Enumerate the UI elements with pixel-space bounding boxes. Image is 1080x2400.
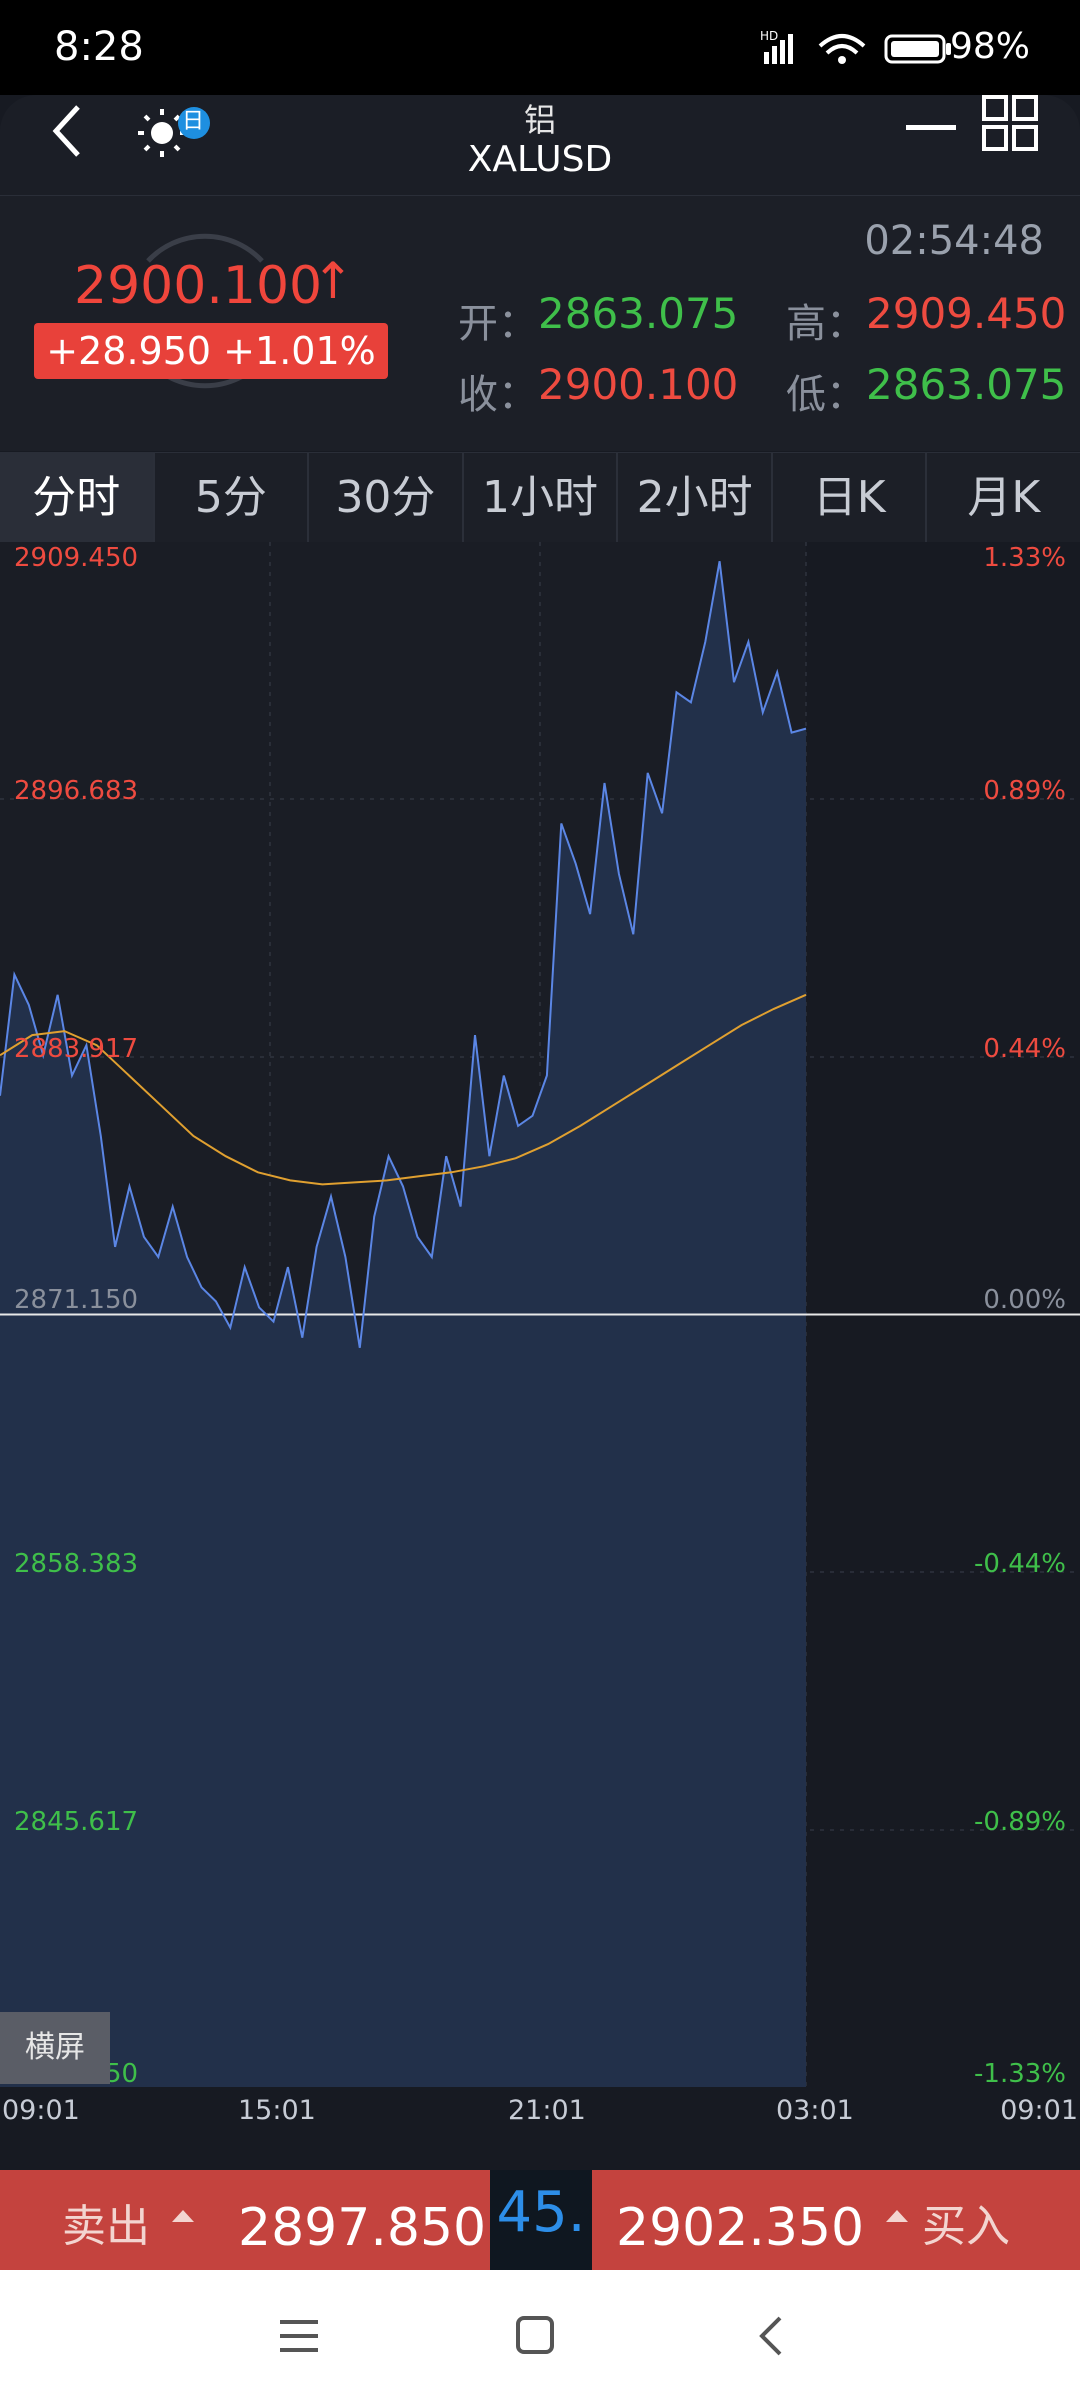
- landscape-button[interactable]: 横屏: [0, 2012, 110, 2084]
- sell-caret-icon: [172, 2210, 194, 2222]
- open-label: 开：: [458, 301, 538, 347]
- buy-label: 买入: [922, 2201, 1010, 2252]
- x-axis: 09:01 15:01 21:01 03:01 09:01: [0, 2087, 1080, 2137]
- close-value: 2900.100: [538, 360, 739, 409]
- y-label-right-2: 0.44%: [983, 1034, 1066, 1064]
- last-price: 2900.100: [74, 256, 323, 316]
- battery-percent: 98%: [949, 26, 1030, 67]
- svg-text:HD: HD: [760, 29, 778, 43]
- y-label-left-5: 2845.617: [14, 1807, 138, 1837]
- instrument-symbol: XALUSD: [467, 139, 613, 180]
- x-tick-1: 15:01: [238, 2095, 316, 2126]
- change-badge: +28.950 +1.01%: [34, 323, 388, 379]
- y-label-left-2: 2883.917: [14, 1034, 138, 1064]
- quote-panel: 2900.100 ↑ +28.950 +1.01% 02:54:48 开： 28…: [0, 195, 1080, 451]
- day-mode-icon[interactable]: [138, 103, 214, 159]
- tab-5min[interactable]: 5分: [155, 453, 310, 543]
- menu-icon[interactable]: [278, 2316, 322, 2356]
- y-label-right-5: -0.89%: [974, 1807, 1066, 1837]
- period-tabs: 分时 5分 30分 1小时 2小时 日K 月K: [0, 452, 1080, 544]
- trade-bar: 卖出 2897.850 45. 2902.350 买入: [0, 2170, 1080, 2270]
- low-value: 2863.075: [866, 360, 1067, 409]
- x-tick-2: 21:01: [508, 2095, 586, 2126]
- y-label-right-6: -1.33%: [974, 2059, 1066, 2087]
- y-label-right-4: -0.44%: [974, 1549, 1066, 1579]
- y-label-left-1: 2896.683: [14, 776, 138, 806]
- tab-monthly-k[interactable]: 月K: [967, 472, 1041, 523]
- high-value: 2909.450: [866, 289, 1067, 338]
- x-tick-0: 09:01: [2, 2095, 80, 2126]
- minimize-icon[interactable]: [906, 115, 960, 135]
- day-badge: 日: [181, 109, 204, 134]
- home-icon[interactable]: [514, 2314, 558, 2358]
- buy-price: 2902.350: [616, 2198, 865, 2258]
- tab-daily-k[interactable]: 日K: [773, 453, 928, 543]
- tab-2hour[interactable]: 2小时: [618, 453, 773, 543]
- back-nav-icon[interactable]: [756, 2314, 786, 2358]
- system-nav-bar: [0, 2270, 1080, 2400]
- open-value: 2863.075: [538, 289, 739, 338]
- signal-wifi-icons: HD: [760, 29, 866, 64]
- buy-caret-icon: [886, 2210, 908, 2222]
- y-label-left-4: 2858.383: [14, 1549, 138, 1579]
- app-header: 日 铝 XALUSD: [0, 95, 1080, 195]
- price-line: [0, 561, 807, 1348]
- instrument-name: 铝: [523, 101, 556, 139]
- back-icon[interactable]: [46, 101, 86, 161]
- high-label: 高：: [786, 301, 866, 347]
- spread-value: 45.: [490, 2170, 592, 2270]
- status-time: 8:28: [54, 24, 144, 70]
- x-tick-4: 09:01: [1000, 2095, 1078, 2126]
- tab-intraday[interactable]: 分时: [0, 453, 155, 543]
- y-label-left-0: 2909.450: [14, 543, 138, 573]
- battery-icon: [884, 34, 951, 64]
- tab-1hour[interactable]: 1小时: [464, 453, 619, 543]
- buy-button[interactable]: 2902.350 买入: [592, 2170, 1080, 2270]
- close-label: 收：: [458, 372, 538, 418]
- low-label: 低：: [786, 372, 866, 418]
- chart-canvas: 2909.450 2896.683 2883.917 2871.150 2858…: [0, 542, 1080, 2089]
- sell-label: 卖出: [62, 2201, 150, 2252]
- grid-menu-icon[interactable]: [982, 95, 1038, 151]
- status-bar: 8:28 HD 98%: [0, 0, 1080, 95]
- y-label-right-0: 1.33%: [983, 543, 1066, 573]
- up-arrow-icon: ↑: [312, 252, 354, 310]
- average-line: [0, 993, 807, 1186]
- x-tick-3: 03:01: [776, 2095, 854, 2126]
- sell-button[interactable]: 卖出 2897.850: [0, 2170, 490, 2270]
- y-label-right-3: 0.00%: [983, 1285, 1066, 1315]
- y-label-right-1: 0.89%: [983, 776, 1066, 806]
- intraday-chart[interactable]: 2909.450 2896.683 2883.917 2871.150 2858…: [0, 542, 1080, 2089]
- price-area: [0, 561, 806, 2088]
- tab-30min[interactable]: 30分: [309, 453, 464, 543]
- sell-price: 2897.850: [238, 2198, 487, 2258]
- y-label-left-3: 2871.150: [14, 1285, 138, 1315]
- quote-time: 02:54:48: [864, 218, 1044, 264]
- change-value: +28.950: [46, 329, 212, 373]
- change-percent: +1.01%: [223, 329, 376, 373]
